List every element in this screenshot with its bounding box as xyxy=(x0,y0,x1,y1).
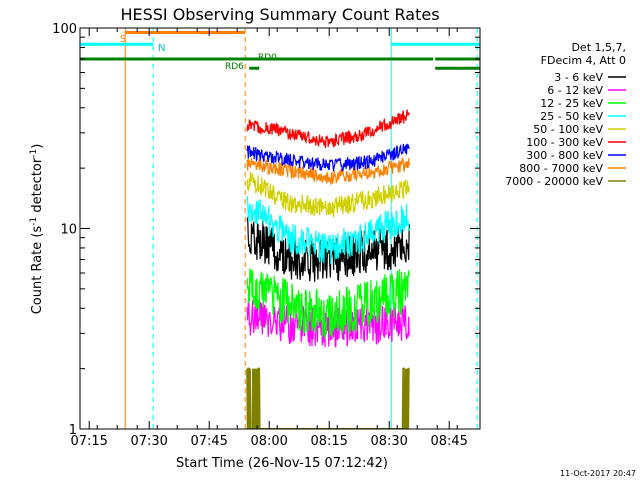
axis-ticks: 07:15 07:30 07:45 08:00 08:15 08:30 08:45 1 10 10… xyxy=(52,22,480,449)
legend-label-4: 50 - 100 keV xyxy=(533,123,603,136)
marker-lines xyxy=(80,28,478,429)
x-tick-label-0: 07:15 xyxy=(70,434,107,449)
plot-area xyxy=(80,28,480,429)
x-tick-label-6: 08:45 xyxy=(430,434,467,449)
series-line-6 xyxy=(246,143,410,172)
legend-label-2: 12 - 25 keV xyxy=(540,97,603,110)
series-line-8 xyxy=(246,367,410,429)
y-tick-label-0: 1 xyxy=(69,423,77,438)
x-tick-label-5: 08:30 xyxy=(370,434,407,449)
legend-label-6: 300 - 800 keV xyxy=(526,149,603,162)
footer-timestamp: 11-Oct-2017 20:47 xyxy=(560,469,636,478)
legend-label-8: 7000 - 20000 keV xyxy=(505,175,603,188)
legend-header-1: FDecim 4, Att 0 xyxy=(541,54,626,67)
series-line-3 xyxy=(246,195,410,265)
marker-label-n: N xyxy=(158,43,165,54)
marker-label-s: S xyxy=(120,34,126,45)
legend-header-0: Det 1,5,7, xyxy=(571,41,626,54)
legend-label-0: 3 - 6 keV xyxy=(554,71,603,84)
y-tick-label-1: 10 xyxy=(60,223,77,238)
y-axis-label: Count Rate (s-1 detector-1) xyxy=(29,144,45,315)
legend-label-5: 100 - 300 keV xyxy=(526,136,603,149)
series-line-5 xyxy=(246,109,410,149)
y-tick-label-2: 100 xyxy=(52,22,77,37)
marker-bars xyxy=(80,30,480,70)
x-tick-label-2: 07:45 xyxy=(190,434,227,449)
marker-label-rd6: RD6 xyxy=(225,62,244,72)
chart-title: HESSI Observing Summary Count Rates xyxy=(120,5,439,24)
x-tick-label-3: 08:00 xyxy=(250,434,287,449)
x-tick-label-1: 07:30 xyxy=(130,434,167,449)
series-line-4 xyxy=(246,171,410,218)
series-line-7 xyxy=(246,156,410,186)
legend-label-1: 6 - 12 keV xyxy=(547,84,603,97)
x-axis-label: Start Time (26-Nov-15 07:12:42) xyxy=(176,456,388,471)
series-lines xyxy=(246,109,410,429)
legend-label-3: 25 - 50 keV xyxy=(540,110,603,123)
series-line-2 xyxy=(246,268,410,340)
x-tick-label-4: 08:15 xyxy=(310,434,347,449)
legend-label-7: 800 - 7000 keV xyxy=(519,162,603,175)
marker-label-rd0: RD0 xyxy=(258,53,277,63)
